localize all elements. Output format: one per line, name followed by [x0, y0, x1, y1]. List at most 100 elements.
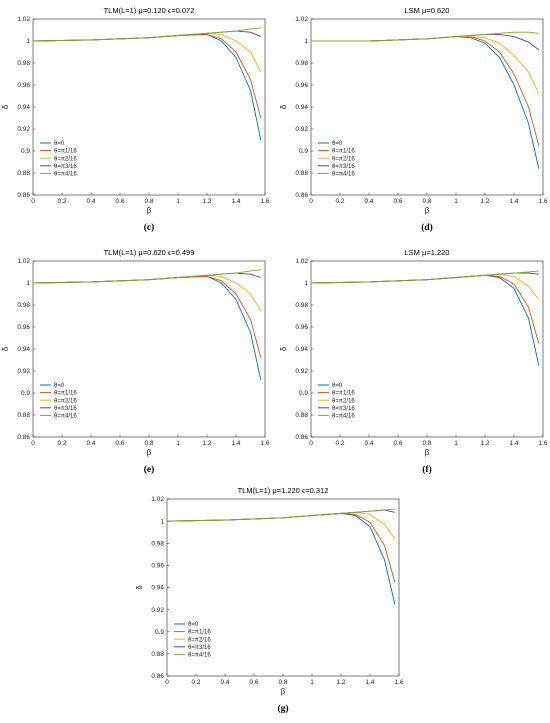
x-tick-label: 1.2 [202, 440, 211, 447]
legend-label: θ=π4/16 [54, 414, 77, 420]
x-tick-label: 0.2 [57, 440, 66, 447]
x-tick-label: 1.6 [394, 679, 403, 686]
x-tick-label: 0.4 [364, 198, 373, 205]
x-tick-label: 0.4 [86, 198, 95, 205]
series-line [32, 32, 262, 73]
y-tick-label: 0.9 [21, 148, 30, 155]
chart-title: TLM(L=1) μ=1.220 ϵ=0.312 [238, 486, 329, 495]
series-line [166, 512, 396, 583]
x-tick-label: 1 [310, 679, 314, 686]
series-line [310, 274, 540, 366]
y-tick-label: 0.96 [295, 82, 308, 89]
y-tick-label: 0.92 [17, 368, 30, 375]
y-tick-label: 0.98 [295, 302, 308, 309]
y-tick-label: 0.92 [295, 368, 308, 375]
x-tick-label: 1.4 [365, 679, 374, 686]
legend-label: θ=π4/16 [188, 653, 211, 659]
legend-label: θ=π3/16 [188, 645, 211, 651]
y-tick-label: 0.94 [17, 104, 30, 111]
y-tick-label: 0.98 [295, 60, 308, 67]
y-axis-label: δ [279, 104, 288, 109]
x-tick-label: 1.6 [538, 440, 547, 447]
series-line [166, 512, 396, 605]
y-tick-label: 1.02 [151, 496, 164, 503]
panel-letter: (c) [144, 222, 155, 233]
y-tick-label: 1.02 [17, 258, 30, 265]
y-tick-label: 0.86 [17, 192, 30, 199]
x-tick-label: 0.8 [144, 440, 153, 447]
chart-panel-5: TLM(L=1) μ=1.220 ϵ=0.312 0 0.2 0.4 0.6 0.8 1 1.… [135, 486, 404, 714]
x-tick-label: 1.2 [480, 440, 489, 447]
legend-label: θ=π4/16 [54, 172, 77, 178]
x-tick-label: 0.2 [335, 440, 344, 447]
x-tick-label: 0.8 [278, 679, 287, 686]
chart-panel-4: LSM μ=1.220 0 0.2 0.4 0.6 0.8 1 1.2 1.4 1.6 0.86 0.… [279, 248, 548, 475]
panel-letter: (f) [422, 464, 432, 475]
x-tick-label: 1.4 [231, 440, 240, 447]
y-tick-label: 0.98 [17, 60, 30, 67]
legend-label: θ=π2/16 [332, 398, 355, 404]
y-tick-label: 0.96 [17, 82, 30, 89]
legend-label: θ=π1/16 [332, 149, 355, 155]
legend-label: θ=π2/16 [188, 637, 211, 643]
x-tick-label: 0.8 [422, 440, 431, 447]
chart-title: TLM(L=1) μ=0.120 ϵ=0.072 [104, 6, 195, 15]
x-tick-label: 0.4 [220, 679, 229, 686]
series-line [32, 274, 262, 311]
x-tick-label: 0.6 [115, 440, 124, 447]
legend-label: θ=π3/16 [54, 164, 77, 170]
x-tick-label: 1 [454, 440, 458, 447]
chart-title: TLM(L=1) μ=0.620 ϵ=0.499 [104, 248, 195, 257]
y-tick-label: 0.9 [299, 390, 308, 397]
x-tick-label: 0.6 [249, 679, 258, 686]
y-tick-label: 0.96 [295, 324, 308, 331]
y-tick-label: 1 [304, 38, 308, 45]
x-tick-label: 1.2 [336, 679, 345, 686]
y-tick-label: 1 [26, 38, 30, 45]
y-tick-label: 0.88 [295, 412, 308, 419]
series-line [310, 270, 539, 284]
y-tick-label: 0.96 [17, 324, 30, 331]
legend-label: θ=0 [332, 141, 343, 147]
chart-title: LSM μ=1.220 [405, 248, 450, 257]
x-tick-label: 1.6 [538, 198, 547, 205]
series-line [32, 33, 262, 141]
y-tick-label: 0.88 [17, 170, 30, 177]
panel-letter: (g) [277, 703, 288, 714]
chart-title: LSM μ=0.620 [405, 6, 450, 15]
series-line [32, 27, 261, 42]
x-tick-label: 0 [309, 198, 313, 205]
x-axis-label: β [281, 687, 286, 696]
y-tick-label: 0.88 [17, 412, 30, 419]
series-line [310, 274, 540, 344]
x-tick-label: 0.2 [335, 198, 344, 205]
panel-letter: (d) [421, 222, 433, 233]
x-tick-label: 0.6 [393, 440, 402, 447]
x-tick-label: 1.2 [202, 198, 211, 205]
x-tick-label: 1 [176, 440, 180, 447]
legend-label: θ=π1/16 [332, 391, 355, 397]
x-tick-label: 1.2 [480, 198, 489, 205]
x-tick-label: 0.8 [422, 198, 431, 205]
y-axis-label: δ [1, 346, 10, 351]
y-tick-label: 1.02 [17, 16, 30, 23]
series-line [311, 31, 539, 42]
panel-letter: (e) [144, 464, 155, 475]
y-axis-label: δ [1, 104, 10, 109]
series-line [311, 36, 540, 94]
chart-panel-2: LSM μ=0.620 0 0.2 0.4 0.6 0.8 1 1.2 1.4 1.6 0.86 0.… [279, 6, 548, 233]
y-tick-label: 0.94 [295, 104, 308, 111]
x-tick-label: 1.6 [260, 198, 269, 205]
x-tick-label: 0.8 [144, 198, 153, 205]
series-line [166, 511, 396, 540]
y-tick-label: 0.9 [155, 629, 164, 636]
series-line [32, 275, 262, 380]
legend-label: θ=π1/16 [54, 149, 77, 155]
y-tick-label: 0.94 [17, 346, 30, 353]
y-tick-label: 1 [26, 280, 30, 287]
y-tick-label: 0.92 [17, 126, 30, 133]
y-tick-label: 0.92 [151, 607, 164, 614]
x-tick-label: 0.2 [191, 679, 200, 686]
y-tick-label: 0.9 [299, 148, 308, 155]
